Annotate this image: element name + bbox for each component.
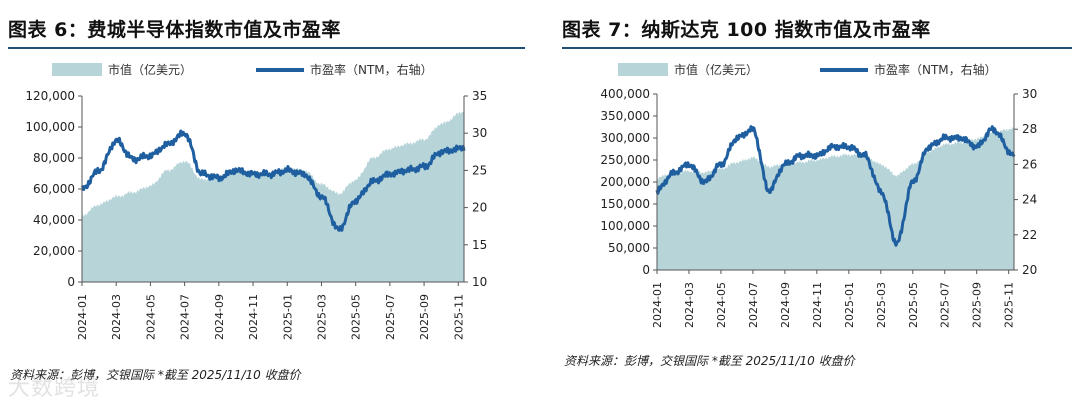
x-tick-label: 2025-01 [281, 294, 294, 340]
right-tick-label: 35 [472, 89, 487, 103]
left-tick-label: 0 [67, 275, 75, 289]
left-chart-source: 资料来源：彭博，交银国际 *截至 2025/11/10 收盘价 [10, 368, 301, 382]
legend-line-label: 市盈率（NTM，右轴） [310, 62, 433, 77]
legend-line-label: 市盈率（NTM，右轴） [874, 62, 997, 77]
right-tick-label: 15 [472, 238, 487, 252]
left-tick-label: 100,000 [25, 120, 75, 134]
x-tick-label: 2024-07 [179, 294, 192, 340]
right-tick-label: 26 [1022, 157, 1037, 171]
x-tick-label: 2025-07 [384, 294, 397, 340]
x-tick-label: 2025-01 [843, 282, 856, 328]
right-chart-title: 图表 7：纳斯达克 100 指数市值及市盈率 [562, 19, 931, 41]
left-chart-title: 图表 6：费城半导体指数市值及市盈率 [8, 19, 341, 41]
x-tick-label: 2024-03 [110, 294, 123, 340]
x-tick-label: 2024-07 [747, 282, 760, 328]
series-line-pe [80, 129, 466, 232]
legend-area-swatch [618, 63, 668, 76]
x-tick-label: 2024-09 [213, 294, 226, 340]
x-tick-label: 2025-03 [875, 282, 888, 328]
left-tick-label: 50,000 [608, 241, 650, 255]
x-tick-label: 2024-01 [76, 294, 89, 340]
x-tick-label: 2025-03 [315, 294, 328, 340]
left-chart-panel: 图表 6：费城半导体指数市值及市盈率 市值（亿美元） 市盈率（NTM，右轴） 0 20… [8, 0, 533, 382]
left-tick-label: 350,000 [600, 109, 650, 123]
right-tick-label: 20 [472, 201, 487, 215]
right-chart-panel: 图表 7：纳斯达克 100 指数市值及市盈率 市值（亿美元） 市盈率（NTM，右轴… [562, 0, 1072, 370]
right-tick-label: 10 [472, 275, 487, 289]
x-tick-label: 2025-07 [939, 282, 952, 328]
x-tick-label: 2025-09 [971, 282, 984, 328]
x-tick-label: 2024-11 [247, 294, 260, 340]
left-tick-label: 0 [642, 263, 650, 277]
left-tick-label: 80,000 [33, 151, 75, 165]
left-chart: 市值（亿美元） 市盈率（NTM，右轴） 0 20,000 40,000 60,000 80,… [25, 62, 487, 340]
x-tick-label: 2025-11 [452, 294, 465, 340]
right-tick-label: 30 [472, 126, 487, 140]
right-tick-label: 30 [1022, 87, 1037, 101]
x-tick-label: 2024-05 [715, 282, 728, 328]
x-tick-label: 2024-03 [683, 282, 696, 328]
left-tick-label: 200,000 [600, 175, 650, 189]
legend-area-label: 市值（亿美元） [108, 62, 192, 77]
x-tick-label: 2025-09 [418, 294, 431, 340]
x-tick-label: 2024-01 [651, 282, 664, 328]
left-tick-label: 400,000 [600, 87, 650, 101]
x-tick-label: 2024-05 [144, 294, 157, 340]
right-title-rule [562, 47, 1072, 49]
left-tick-label: 100,000 [600, 219, 650, 233]
legend-area-swatch [52, 63, 102, 76]
left-tick-label: 300,000 [600, 131, 650, 145]
series-area-market-cap [657, 126, 1014, 270]
left-tick-label: 250,000 [600, 153, 650, 167]
right-chart-source: 资料来源：彭博，交银国际 *截至 2025/11/10 收盘价 [564, 354, 855, 368]
right-tick-label: 28 [1022, 122, 1037, 136]
left-tick-label: 60,000 [33, 182, 75, 196]
x-tick-label: 2025-05 [350, 294, 363, 340]
watermark-text: 大数跨境 [8, 376, 101, 401]
right-chart: 市值（亿美元） 市盈率（NTM，右轴） 0 50,000 100,000 150,000 2… [600, 62, 1037, 328]
series-line-pe [655, 125, 1016, 247]
left-tick-label: 150,000 [600, 197, 650, 211]
right-tick-label: 24 [1022, 193, 1037, 207]
x-tick-label: 2025-05 [907, 282, 920, 328]
left-title-rule [8, 47, 525, 49]
x-tick-label: 2025-11 [1003, 282, 1016, 328]
right-tick-label: 25 [472, 163, 487, 177]
right-tick-label: 20 [1022, 263, 1037, 277]
x-tick-label: 2024-11 [811, 282, 824, 328]
right-tick-label: 22 [1022, 228, 1037, 242]
left-tick-label: 40,000 [33, 213, 75, 227]
x-tick-label: 2024-09 [779, 282, 792, 328]
left-tick-label: 120,000 [25, 89, 75, 103]
left-tick-label: 20,000 [33, 244, 75, 258]
series-area-market-cap [82, 111, 464, 282]
legend-area-label: 市值（亿美元） [674, 62, 758, 77]
